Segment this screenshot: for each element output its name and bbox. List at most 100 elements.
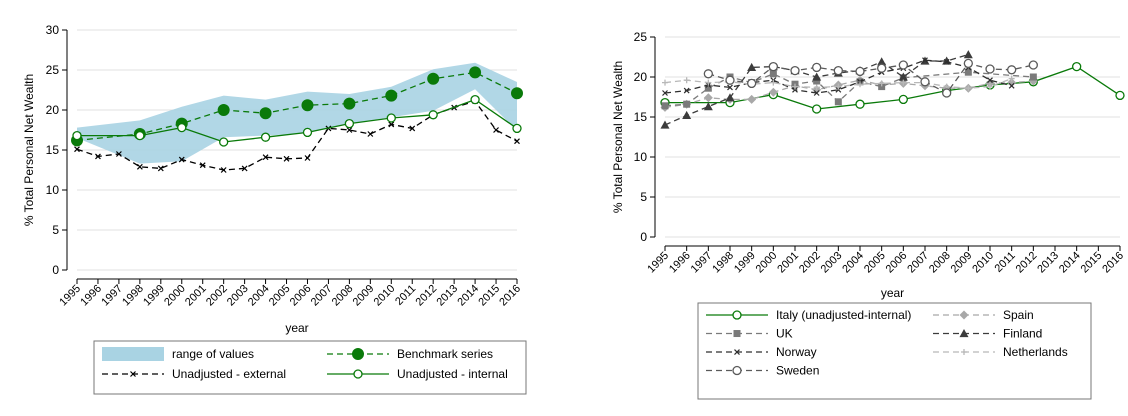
data-point bbox=[514, 138, 520, 145]
data-point bbox=[220, 167, 227, 173]
data-point bbox=[1008, 82, 1015, 89]
data-point bbox=[683, 87, 690, 94]
data-point bbox=[792, 86, 798, 93]
data-point bbox=[344, 118, 355, 129]
data-point bbox=[260, 132, 271, 142]
x-tick-label: 2014 bbox=[1057, 250, 1083, 276]
data-point bbox=[965, 85, 972, 92]
legend-marker bbox=[959, 310, 969, 320]
x-tick-label: 2016 bbox=[497, 283, 523, 309]
y-tick-label: 0 bbox=[640, 230, 647, 244]
legend-marker bbox=[352, 348, 364, 360]
data-point bbox=[385, 89, 398, 102]
data-point bbox=[835, 86, 842, 93]
data-point bbox=[493, 127, 499, 133]
data-point bbox=[747, 62, 757, 71]
x-tick-label: 1999 bbox=[732, 250, 758, 276]
series-3 bbox=[72, 94, 522, 147]
data-point bbox=[662, 79, 668, 86]
data-point bbox=[135, 130, 145, 141]
x-tick-label: 2011 bbox=[393, 283, 418, 308]
data-point bbox=[943, 58, 950, 65]
y-tick-label: 10 bbox=[46, 183, 60, 197]
data-point bbox=[1007, 65, 1017, 75]
x-tick-label: 2011 bbox=[993, 250, 1018, 275]
data-point bbox=[987, 77, 993, 84]
legend-marker bbox=[732, 365, 742, 376]
legend-label: Spain bbox=[1003, 308, 1034, 322]
x-tick-label: 2014 bbox=[455, 283, 481, 309]
x-tick-label: 2013 bbox=[434, 283, 460, 309]
x-tick-label: 2008 bbox=[927, 250, 953, 276]
data-point bbox=[725, 93, 735, 102]
data-point bbox=[703, 102, 713, 111]
data-point bbox=[386, 113, 396, 123]
data-point bbox=[964, 68, 972, 76]
data-point bbox=[283, 155, 290, 162]
range-band bbox=[77, 62, 517, 164]
data-point bbox=[388, 121, 395, 128]
data-point bbox=[703, 69, 713, 79]
x-tick-label: 2012 bbox=[414, 283, 440, 309]
data-point bbox=[747, 94, 757, 104]
data-point bbox=[469, 66, 482, 79]
x-tick-label: 2004 bbox=[840, 250, 866, 276]
data-point bbox=[683, 100, 691, 108]
data-point bbox=[704, 84, 712, 92]
x-tick-label: 2007 bbox=[309, 283, 335, 309]
x-tick-label: 1995 bbox=[645, 250, 671, 276]
data-point bbox=[813, 84, 820, 91]
data-point bbox=[262, 154, 269, 161]
data-point bbox=[768, 61, 778, 72]
legend-label: Unadjusted - external bbox=[172, 367, 286, 381]
data-point bbox=[217, 104, 230, 116]
x-tick-label: 2015 bbox=[1079, 250, 1105, 276]
data-point bbox=[727, 84, 733, 91]
legend-label: range of values bbox=[172, 347, 254, 361]
y-axis-title: % Total Personal Net Wealth bbox=[611, 61, 625, 213]
y-tick-label: 5 bbox=[640, 190, 647, 204]
x-tick-label: 2016 bbox=[1100, 250, 1126, 276]
data-point bbox=[367, 131, 374, 137]
y-tick-label: 20 bbox=[634, 70, 648, 84]
data-point bbox=[963, 58, 973, 69]
data-point bbox=[963, 50, 973, 59]
x-tick-label: 2000 bbox=[754, 250, 780, 276]
x-tick-label: 2001 bbox=[183, 283, 209, 309]
data-point bbox=[1008, 75, 1015, 82]
x-tick-label: 1998 bbox=[120, 283, 146, 309]
data-point bbox=[813, 77, 821, 85]
data-point bbox=[219, 137, 229, 147]
data-point bbox=[877, 63, 887, 73]
y-tick-label: 15 bbox=[634, 110, 648, 124]
x-tick-label: 2003 bbox=[225, 283, 251, 309]
series-line bbox=[664, 79, 1034, 109]
data-point bbox=[95, 153, 101, 160]
legend-label: UK bbox=[776, 327, 793, 341]
data-point bbox=[922, 57, 928, 64]
x-tick-label: 2010 bbox=[372, 283, 398, 309]
data-point bbox=[812, 72, 822, 81]
x-tick-label: 2009 bbox=[949, 250, 975, 276]
x-axis-title: year bbox=[881, 286, 904, 300]
y-axis-title: % Total Personal Net Wealth bbox=[22, 74, 36, 226]
data-point bbox=[855, 99, 865, 109]
data-point bbox=[877, 57, 887, 66]
series-7 bbox=[703, 58, 1038, 98]
data-point bbox=[178, 156, 185, 163]
data-point bbox=[72, 130, 82, 141]
x-tick-label: 2006 bbox=[884, 250, 910, 276]
data-point bbox=[857, 81, 863, 88]
data-point bbox=[74, 146, 80, 153]
legend-marker bbox=[130, 371, 136, 377]
data-point bbox=[346, 127, 353, 133]
x-tick-label: 1996 bbox=[78, 283, 104, 309]
data-point bbox=[177, 122, 187, 133]
legend-marker bbox=[733, 330, 741, 338]
x-tick-label: 1995 bbox=[57, 283, 83, 309]
data-point bbox=[511, 87, 523, 100]
data-point bbox=[1028, 60, 1038, 70]
data-point bbox=[985, 64, 995, 74]
